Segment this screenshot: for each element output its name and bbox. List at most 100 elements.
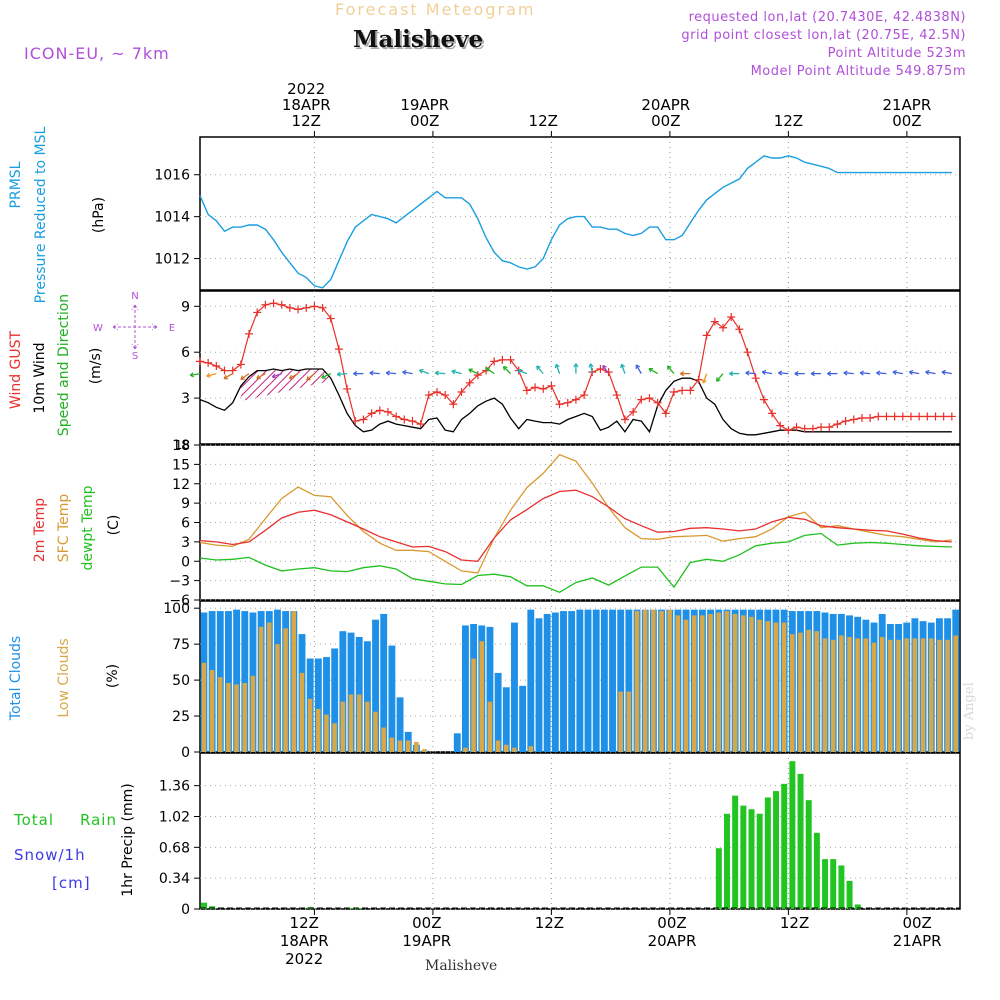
wind-direction-arrow	[256, 373, 266, 380]
total-cloud-bar	[233, 609, 241, 752]
low-cloud-bar	[348, 694, 354, 752]
rain-bar	[838, 865, 845, 909]
wind-direction-arrowhead	[321, 374, 326, 379]
gust-marker	[890, 412, 899, 421]
low-cloud-bar	[324, 714, 329, 752]
low-cloud-bar	[618, 691, 623, 752]
low-cloud-bar	[822, 638, 828, 752]
low-cloud-bar	[217, 677, 223, 752]
model-label: ICON-EU, ~ 7km	[24, 44, 170, 63]
wind-direction-arrowhead	[554, 363, 560, 369]
rain-bar	[846, 880, 853, 909]
gust-marker	[547, 381, 556, 390]
gust-marker	[719, 323, 728, 332]
wind-direction-arrowhead	[536, 365, 541, 371]
gust-marker	[661, 409, 670, 418]
wind-direction-arrow	[289, 373, 299, 380]
y-tick-label: −6	[169, 593, 190, 609]
low-cloud-bar	[389, 737, 395, 752]
wind-direction-arrow	[206, 372, 217, 377]
gust-marker	[253, 308, 262, 317]
label-prmsl: PRMSL	[8, 161, 24, 208]
total-cloud-bar	[609, 609, 616, 752]
gust-marker	[359, 415, 368, 424]
rain-bar	[813, 832, 820, 909]
low-cloud-bar	[839, 635, 844, 752]
wind-direction-arrow	[517, 369, 528, 375]
x-label-bottom: 20APR	[648, 932, 697, 950]
low-cloud-bar	[683, 619, 689, 752]
gust-marker	[432, 387, 441, 396]
wind-direction-arrowhead	[353, 371, 358, 377]
wind-direction-arrowhead	[402, 369, 407, 375]
wind-direction-arrowhead	[635, 364, 641, 369]
wind-hatch-area	[240, 369, 331, 402]
low-cloud-bar	[675, 615, 681, 752]
total-cloud-bar	[584, 609, 592, 752]
total-cloud-bar	[494, 672, 502, 752]
y-tick-label: 0.34	[159, 871, 190, 887]
wind-direction-arrow	[635, 364, 642, 374]
gust-marker	[620, 415, 629, 424]
y-tick-label: 18	[172, 438, 190, 454]
label-2m-temp: 2m Temp	[32, 498, 48, 562]
gust-marker	[702, 331, 711, 340]
gust-marker	[465, 378, 474, 387]
low-cloud-bar	[316, 708, 321, 752]
x-label-top: 00Z	[892, 112, 921, 130]
grid-point-coords: grid point closest lon,lat (20.75E, 42.5…	[681, 28, 966, 43]
label-cm: [cm]	[52, 874, 91, 892]
low-cloud-bar	[798, 632, 803, 752]
total-cloud-bar	[331, 648, 339, 752]
total-cloud-bar	[225, 611, 232, 752]
low-cloud-bar	[814, 631, 820, 752]
gust-marker	[743, 348, 752, 357]
low-cloud-bar	[267, 622, 272, 752]
total-cloud-bar	[592, 609, 600, 752]
wind-direction-arrowhead	[620, 363, 626, 369]
gust-marker	[898, 412, 907, 421]
total-cloud-bar	[560, 611, 567, 752]
gust-marker	[383, 407, 392, 416]
low-cloud-bar	[479, 641, 484, 752]
gust-marker	[637, 395, 646, 404]
gust-marker	[228, 366, 237, 375]
low-cloud-bar	[487, 701, 493, 752]
gust-marker	[849, 415, 858, 424]
gust-marker	[915, 412, 924, 421]
rain-bar	[781, 783, 788, 909]
label-total: Total	[13, 811, 54, 829]
meteogram-subtitle: Forecast Meteogram	[335, 0, 536, 19]
wind-direction-arrow	[941, 371, 952, 375]
y-tick-label: −3	[169, 574, 190, 590]
gust-marker	[947, 412, 956, 421]
x-label-top: 20APR	[641, 96, 690, 114]
x-label-top: 21APR	[882, 96, 931, 114]
low-cloud-bar	[945, 639, 950, 752]
temp-2m-line	[199, 489, 952, 562]
low-cloud-bar	[365, 701, 370, 752]
total-cloud-bar	[576, 609, 584, 752]
wind-direction-arrowhead	[306, 376, 311, 381]
total-cloud-bar	[519, 685, 527, 752]
gust-marker	[392, 412, 401, 421]
total-cloud-bar	[617, 609, 625, 752]
wind-direction-arrowhead	[729, 371, 734, 377]
wind-direction-arrowhead	[778, 370, 783, 376]
gust-marker	[629, 407, 638, 416]
y-tick-label: 18	[175, 438, 190, 452]
total-cloud-bar	[551, 612, 559, 752]
gust-marker	[874, 412, 883, 421]
y-tick-label: 25	[172, 709, 190, 725]
low-cloud-bar	[904, 638, 909, 752]
gust-marker	[498, 355, 507, 364]
low-cloud-bar	[373, 711, 378, 752]
low-cloud-bar	[749, 616, 754, 752]
y-tick-label: 0	[181, 554, 190, 570]
wind-direction-arrow	[716, 373, 724, 382]
wind-direction-arrow	[536, 365, 544, 375]
low-cloud-bar	[806, 629, 811, 752]
gust-marker	[473, 371, 482, 380]
low-cloud-bar	[528, 746, 534, 752]
compass-n: N	[131, 291, 138, 302]
